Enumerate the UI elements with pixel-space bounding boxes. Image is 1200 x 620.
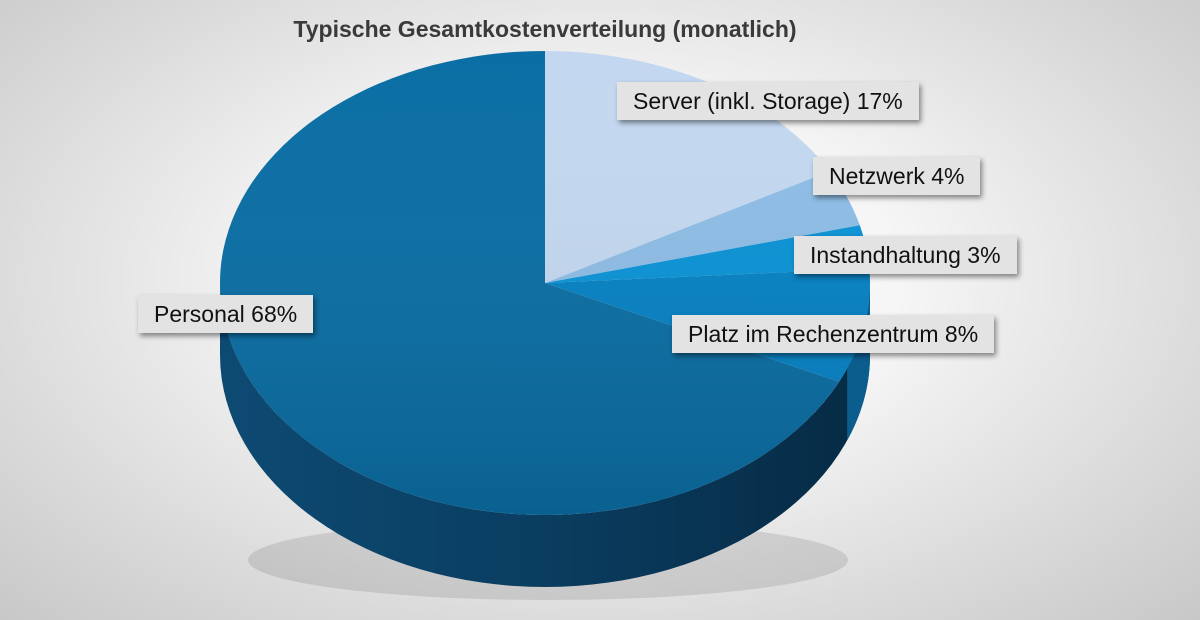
chart-title: Typische Gesamtkostenverteilung (monatli… (293, 16, 797, 42)
pie-side-highlight (847, 283, 870, 441)
label-netzwerk: Netzwerk 4% (813, 157, 981, 195)
pie-top-shading (220, 51, 870, 515)
pie-top-layer (219, 51, 871, 515)
label-platz: Platz im Rechenzentrum 8% (672, 315, 995, 353)
label-personal: Personal 68% (138, 295, 314, 333)
pie-side (220, 283, 870, 587)
label-instandhaltung: Instandhaltung 3% (794, 236, 1017, 274)
pie-side-layer (220, 283, 870, 587)
label-server: Server (inkl. Storage) 17% (617, 82, 919, 120)
